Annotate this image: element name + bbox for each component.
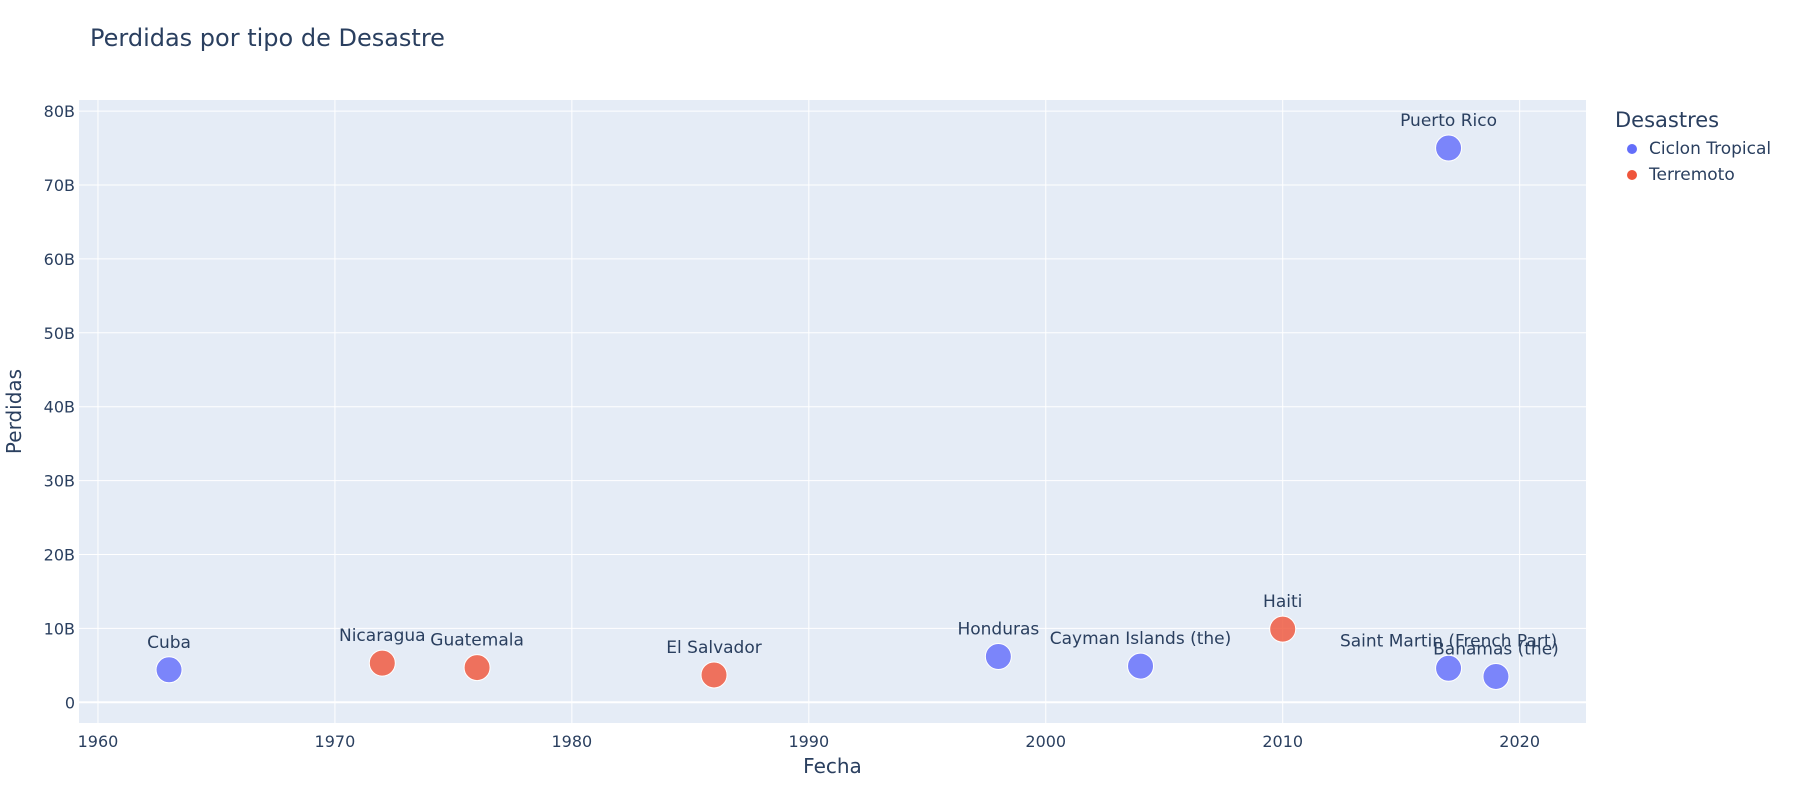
data-point[interactable] [1269,615,1297,643]
x-tick-label: 1970 [315,732,356,751]
data-point[interactable] [700,661,728,689]
data-point[interactable] [368,649,396,677]
data-label: Haiti [1263,592,1302,612]
data-point[interactable] [1435,654,1463,682]
tick-labels: 1960 1970 1980 1990 2000 2010 2020 0 10B 20B 30B 40… [44,102,1540,751]
legend-marker-icon [1627,144,1637,154]
legend-title: Desastres [1615,108,1720,132]
y-tick-label: 50B [44,324,75,343]
data-points: Cuba Honduras Cayman Islands (the) Puerto R… [147,111,1559,690]
chart-title: Perdidas por tipo de Desastre [90,24,445,52]
y-tick-label: 60B [44,250,75,269]
y-axis-label: Perdidas [2,369,26,454]
data-label: Bahamas (the) [1433,639,1559,659]
data-point[interactable] [1127,652,1155,680]
data-point[interactable] [1482,662,1510,690]
data-label: Guatemala [430,631,524,651]
x-tick-label: 1990 [788,732,829,751]
gridlines [79,100,1586,723]
legend: Desastres Ciclon Tropical Terremoto [1615,108,1771,188]
data-label: Saint Martin (French Part) [1340,631,1557,651]
x-tick-label: 2020 [1499,732,1540,751]
data-label: Cuba [147,633,191,653]
x-axis-label: Fecha [803,754,862,778]
legend-marker-icon [1627,170,1637,180]
data-label: Cayman Islands (the) [1050,629,1232,649]
data-label: Puerto Rico [1400,111,1497,131]
x-tick-label: 1980 [551,732,592,751]
y-tick-label: 20B [44,546,75,565]
data-label: Honduras [957,619,1039,639]
legend-label: Ciclon Tropical [1649,139,1772,159]
y-tick-label: 40B [44,398,75,417]
x-tick-label: 2010 [1262,732,1303,751]
data-point[interactable] [1435,134,1463,162]
x-tick-label: 2000 [1025,732,1066,751]
data-point[interactable] [155,656,183,684]
data-label: El Salvador [666,638,761,658]
data-label: Nicaragua [339,626,426,646]
plot-area [79,100,1586,723]
y-tick-label: 80B [44,102,75,121]
data-point[interactable] [984,642,1012,670]
y-tick-label: 30B [44,472,75,491]
y-tick-label: 10B [44,619,75,638]
y-tick-label: 70B [44,176,75,195]
legend-item-ciclon-tropical[interactable]: Ciclon Tropical [1615,136,1771,162]
y-tick-label: 0 [65,693,75,712]
x-tick-label: 1960 [78,732,119,751]
data-point[interactable] [463,654,491,682]
legend-label: Terremoto [1649,165,1735,185]
legend-item-terremoto[interactable]: Terremoto [1615,162,1771,188]
